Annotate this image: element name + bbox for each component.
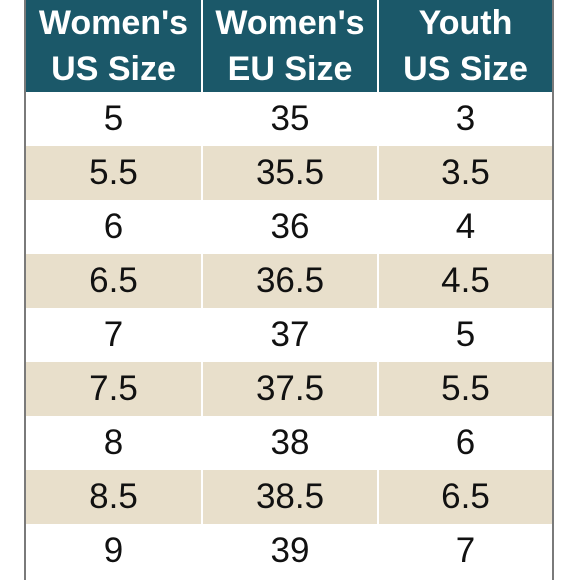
table-cell: 6.5 — [26, 254, 202, 308]
table-cell: 39 — [201, 524, 378, 578]
table-row: 6 36 4 — [26, 200, 552, 254]
table-row: 8 38 6 — [26, 416, 552, 470]
table-cell: 3.5 — [377, 146, 552, 200]
table-cell: 35 — [201, 92, 378, 146]
table-cell: 6 — [26, 200, 202, 254]
table-cell: 7.5 — [26, 362, 202, 416]
table-cell: 37 — [201, 308, 378, 362]
table-cell: 3 — [377, 92, 552, 146]
header-line: US Size — [403, 50, 528, 88]
table-row: 8.5 38.5 6.5 — [26, 470, 552, 524]
column-header-womens-us: Women's US Size — [26, 0, 202, 92]
table-cell: 5 — [377, 308, 552, 362]
table-cell: 5.5 — [26, 146, 202, 200]
table-cell: 8.5 — [26, 470, 202, 524]
table-cell: 36.5 — [201, 254, 378, 308]
header-row: Women's US Size Women's EU Size Youth US… — [26, 0, 552, 92]
table-cell: 4 — [377, 200, 552, 254]
header-line: Women's — [38, 4, 189, 42]
size-conversion-table: Women's US Size Women's EU Size Youth US… — [26, 0, 552, 578]
table-cell: 5 — [26, 92, 202, 146]
header-line: Women's — [215, 4, 365, 42]
header-line: Youth — [418, 4, 513, 42]
table-cell: 9 — [26, 524, 202, 578]
table-row: 7 37 5 — [26, 308, 552, 362]
table-cell: 8 — [26, 416, 202, 470]
table-cell: 5.5 — [377, 362, 552, 416]
table-cell: 36 — [201, 200, 378, 254]
table-cell: 6 — [377, 416, 552, 470]
table-row: 6.5 36.5 4.5 — [26, 254, 552, 308]
table-cell: 4.5 — [377, 254, 552, 308]
table-cell: 6.5 — [377, 470, 552, 524]
table-cell: 7 — [377, 524, 552, 578]
size-chart: Women's US Size Women's EU Size Youth US… — [24, 0, 554, 580]
column-header-womens-eu: Women's EU Size — [201, 0, 378, 92]
table-cell: 38 — [201, 416, 378, 470]
table-cell: 38.5 — [201, 470, 378, 524]
table-row: 5.5 35.5 3.5 — [26, 146, 552, 200]
header-line: EU Size — [227, 50, 353, 88]
table-row: 5 35 3 — [26, 92, 552, 146]
table-cell: 37.5 — [201, 362, 378, 416]
header-line: US Size — [51, 50, 176, 88]
column-header-youth-us: Youth US Size — [377, 0, 552, 92]
table-row: 7.5 37.5 5.5 — [26, 362, 552, 416]
table-row: 9 39 7 — [26, 524, 552, 578]
table-cell: 35.5 — [201, 146, 378, 200]
table-cell: 7 — [26, 308, 202, 362]
